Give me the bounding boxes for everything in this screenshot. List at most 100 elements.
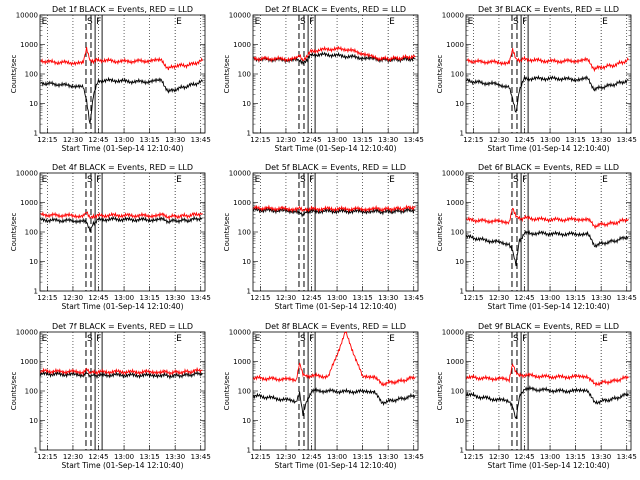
y-tick-label: 1: [34, 447, 38, 455]
marker-F: F: [96, 175, 101, 185]
chart-title: Det 3f BLACK = Events, RED = LLD: [478, 5, 619, 14]
marker-F: F: [522, 17, 527, 27]
marker-E-left: E: [42, 17, 48, 27]
y-tick-label: 1000: [20, 358, 38, 366]
y-tick-label: 100: [25, 71, 38, 79]
chart-panel: Det 5f BLACK = Events, RED = LLD 1 10 100 10…: [223, 163, 424, 311]
x-tick-label: 13:45: [617, 136, 637, 144]
marker-S: S: [300, 334, 306, 344]
series-line-events: [40, 76, 203, 124]
plot-frame: [252, 172, 419, 292]
x-tick-label: 12:30: [489, 136, 509, 144]
x-tick-label: 12:15: [250, 294, 270, 302]
y-tick-label: 1000: [446, 358, 464, 366]
x-axis-label: Start Time (01-Sep-14 12:10:40): [275, 144, 397, 153]
marker-S: S: [300, 175, 306, 185]
x-axis-label: Start Time (01-Sep-14 12:10:40): [488, 461, 610, 470]
x-tick-label: 12:45: [514, 453, 534, 461]
x-tick-label: 12:15: [37, 453, 57, 461]
marker-E-right: E: [176, 175, 182, 185]
marker-F: F: [522, 334, 527, 344]
marker-E-left: E: [42, 334, 48, 344]
marker-E-right: E: [389, 175, 395, 185]
x-axis-label: Start Time (01-Sep-14 12:10:40): [275, 302, 397, 311]
marker-F: F: [96, 334, 101, 344]
y-tick-label: 10000: [442, 170, 464, 178]
x-tick-label: 12:30: [489, 294, 509, 302]
chart-panel: Det 2f BLACK = Events, RED = LLD 1 10 100 10…: [223, 5, 424, 153]
marker-E-right: E: [602, 175, 608, 185]
x-tick-label: 13:00: [327, 294, 347, 302]
x-tick-label: 13:30: [591, 294, 611, 302]
x-tick-label: 13:00: [327, 453, 347, 461]
series-line-lld: [40, 366, 203, 377]
x-axis-label: Start Time (01-Sep-14 12:10:40): [488, 144, 610, 153]
x-tick-label: 13:15: [140, 136, 160, 144]
plot-frame: [465, 14, 632, 134]
x-tick-label: 12:15: [463, 453, 483, 461]
y-tick-label: 10: [455, 417, 464, 425]
y-tick-label: 1000: [446, 199, 464, 207]
x-tick-label: 13:30: [591, 453, 611, 461]
y-tick-label: 100: [25, 388, 38, 396]
y-tick-label: 1: [247, 447, 251, 455]
series-line-lld: [466, 363, 629, 387]
y-tick-label: 10: [29, 258, 38, 266]
x-tick-label: 12:15: [37, 294, 57, 302]
marker-E-left: E: [255, 17, 261, 27]
y-tick-label: 1: [34, 288, 38, 296]
plot-frame: [465, 331, 632, 451]
chart-panel: Det 4f BLACK = Events, RED = LLD 1 10 100 10…: [10, 163, 211, 311]
x-tick-label: 12:30: [489, 453, 509, 461]
y-axis-label: Counts/sec: [10, 55, 18, 94]
marker-E-left: E: [255, 175, 261, 185]
x-tick-label: 13:30: [165, 453, 185, 461]
y-tick-label: 100: [451, 71, 464, 79]
y-tick-label: 1: [247, 288, 251, 296]
marker-E-right: E: [389, 334, 395, 344]
y-tick-label: 10: [455, 258, 464, 266]
series-line-lld: [253, 204, 416, 213]
series-line-events: [40, 215, 203, 232]
plot-frame: [39, 331, 206, 451]
y-tick-label: 10: [455, 100, 464, 108]
y-axis-label: Counts/sec: [223, 372, 231, 411]
y-tick-label: 1: [460, 130, 464, 138]
y-axis-label: Counts/sec: [223, 55, 231, 94]
x-tick-label: 13:00: [540, 136, 560, 144]
x-tick-label: 13:15: [353, 453, 373, 461]
x-axis-label: Start Time (01-Sep-14 12:10:40): [62, 461, 184, 470]
x-tick-label: 13:30: [378, 453, 398, 461]
plot-frame: [252, 14, 419, 134]
y-tick-label: 100: [238, 229, 251, 237]
series-line-lld: [466, 207, 629, 230]
y-tick-label: 10: [242, 258, 251, 266]
y-tick-label: 10000: [442, 329, 464, 337]
x-tick-label: 13:30: [378, 294, 398, 302]
y-tick-label: 100: [238, 71, 251, 79]
y-tick-label: 10000: [16, 329, 38, 337]
marker-F: F: [522, 175, 527, 185]
marker-E-right: E: [176, 334, 182, 344]
chart-panel: Det 8f BLACK = Events, RED = LLD 1 10 100 10…: [223, 322, 424, 470]
series-line-events: [40, 370, 203, 380]
series-line-lld: [40, 46, 203, 71]
x-tick-label: 13:30: [165, 136, 185, 144]
chart-title: Det 5f BLACK = Events, RED = LLD: [265, 163, 406, 172]
plot-frame: [39, 172, 206, 292]
y-tick-label: 10: [29, 417, 38, 425]
chart-title: Det 2f BLACK = Events, RED = LLD: [265, 5, 406, 14]
y-tick-label: 100: [451, 388, 464, 396]
x-tick-label: 13:45: [404, 294, 424, 302]
x-tick-label: 13:00: [114, 453, 134, 461]
plot-frame: [465, 172, 632, 292]
marker-E-right: E: [602, 17, 608, 27]
chart-title: Det 1f BLACK = Events, RED = LLD: [52, 5, 193, 14]
y-tick-label: 10: [242, 417, 251, 425]
x-tick-label: 13:45: [617, 294, 637, 302]
chart-title: Det 7f BLACK = Events, RED = LLD: [52, 322, 193, 331]
x-axis-label: Start Time (01-Sep-14 12:10:40): [275, 461, 397, 470]
x-tick-label: 13:00: [540, 294, 560, 302]
chart-panel: Det 1f BLACK = Events, RED = LLD 1 10 100 10…: [10, 5, 211, 153]
